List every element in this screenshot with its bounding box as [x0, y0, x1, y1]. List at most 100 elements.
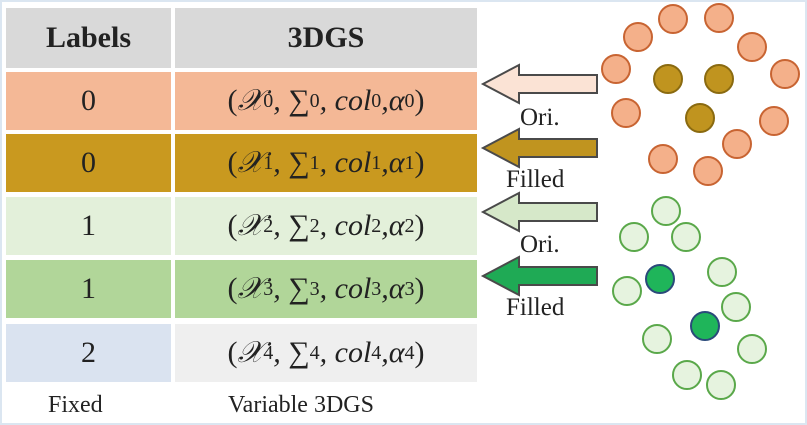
gold-filled-point	[704, 64, 734, 94]
math-token: , col	[319, 272, 372, 305]
subscript: 1	[309, 151, 320, 174]
math-token: , ∑	[273, 209, 310, 242]
gold-filled-point	[653, 64, 683, 94]
left-arrow-icon	[480, 191, 598, 233]
left-arrow-icon	[480, 127, 598, 169]
green-point	[707, 257, 737, 287]
math-token: ,α	[381, 146, 405, 179]
subscript: 3	[371, 277, 382, 300]
math-token: 𝒳	[237, 84, 264, 117]
math-token: )	[414, 336, 425, 369]
math-token: 𝒳	[237, 272, 264, 305]
math-token: , col	[319, 209, 372, 242]
gold-filled-point	[685, 103, 715, 133]
row-1-gaussian: (𝒳 1, ∑ 1, col 1 ,α 1)	[175, 134, 477, 192]
orange-point	[648, 144, 678, 174]
orange-point	[611, 98, 641, 128]
subscript: 4	[404, 341, 415, 364]
row-2-gaussian: (𝒳 2, ∑ 2, col 2 ,α 2)	[175, 197, 477, 255]
subscript: 1	[263, 151, 274, 174]
orange-point	[722, 129, 752, 159]
row-4-gaussian: (𝒳 4, ∑ 4, col 4 ,α 4)	[175, 324, 477, 382]
orange-point	[759, 106, 789, 136]
row-0-gaussian: (𝒳 0, ∑ 0, col 0 ,α 0)	[175, 72, 477, 130]
green-point	[651, 196, 681, 226]
math-token: )	[414, 84, 425, 117]
math-token: ,α	[381, 84, 405, 117]
subscript: 3	[404, 277, 415, 300]
math-token: , col	[319, 336, 372, 369]
subscript: 4	[371, 341, 382, 364]
orange-point	[623, 22, 653, 52]
row-3-label: 1	[6, 260, 171, 318]
orange-point	[693, 156, 723, 186]
orange-point	[770, 59, 800, 89]
math-token: (	[227, 84, 238, 117]
green-point	[721, 292, 751, 322]
subscript: 2	[263, 214, 274, 237]
subscript: 3	[263, 277, 274, 300]
green-point	[671, 222, 701, 252]
row-1-label: 0	[6, 134, 171, 192]
green-point	[706, 370, 736, 400]
footer-fixed: Fixed	[48, 392, 103, 418]
subscript: 4	[263, 341, 274, 364]
subscript: 1	[404, 151, 415, 174]
math-token: , col	[319, 146, 372, 179]
subscript: 0	[404, 89, 415, 112]
subscript: 2	[309, 214, 320, 237]
left-arrow-icon	[480, 63, 598, 105]
orange-point	[601, 54, 631, 84]
green-point	[619, 222, 649, 252]
header-3dgs: 3DGS	[175, 8, 477, 68]
row-2-label: 1	[6, 197, 171, 255]
green-filled-point	[690, 311, 720, 341]
row-0-label: 0	[6, 72, 171, 130]
math-token: , ∑	[273, 272, 310, 305]
orange-point	[704, 3, 734, 33]
green-point	[642, 324, 672, 354]
orange-point	[658, 4, 688, 34]
green-point	[737, 334, 767, 364]
math-token: , ∑	[273, 84, 310, 117]
row-3-gaussian: (𝒳 3, ∑ 3, col 3 ,α 3)	[175, 260, 477, 318]
green-point	[672, 360, 702, 390]
subscript: 2	[404, 214, 415, 237]
footer-variable-3dgs: Variable 3DGS	[228, 392, 374, 418]
math-token: 𝒳	[237, 336, 264, 369]
math-token: 𝒳	[237, 146, 264, 179]
math-token: 𝒳	[237, 209, 264, 242]
arrow-2-label: Ori.	[520, 231, 560, 258]
subscript: 4	[309, 341, 320, 364]
math-token: ,α	[381, 209, 405, 242]
math-token: ,α	[381, 336, 405, 369]
green-filled-point	[645, 264, 675, 294]
math-token: , ∑	[273, 336, 310, 369]
subscript: 2	[371, 214, 382, 237]
math-token: (	[227, 209, 238, 242]
math-token: (	[227, 146, 238, 179]
math-token: )	[414, 272, 425, 305]
subscript: 3	[309, 277, 320, 300]
arrow-1-label: Filled	[506, 166, 565, 193]
math-token: (	[227, 272, 238, 305]
arrow-3-label: Filled	[506, 294, 565, 321]
math-token: , ∑	[273, 146, 310, 179]
orange-point	[737, 32, 767, 62]
row-4-label: 2	[6, 324, 171, 382]
subscript: 0	[371, 89, 382, 112]
green-point	[612, 276, 642, 306]
header-labels: Labels	[6, 8, 171, 68]
math-token: )	[414, 146, 425, 179]
math-token: , col	[319, 84, 372, 117]
math-token: ,α	[381, 272, 405, 305]
subscript: 0	[309, 89, 320, 112]
subscript: 0	[263, 89, 274, 112]
subscript: 1	[371, 151, 382, 174]
math-token: )	[414, 209, 425, 242]
math-token: (	[227, 336, 238, 369]
arrow-0-label: Ori.	[520, 104, 560, 131]
left-arrow-icon	[480, 255, 598, 297]
